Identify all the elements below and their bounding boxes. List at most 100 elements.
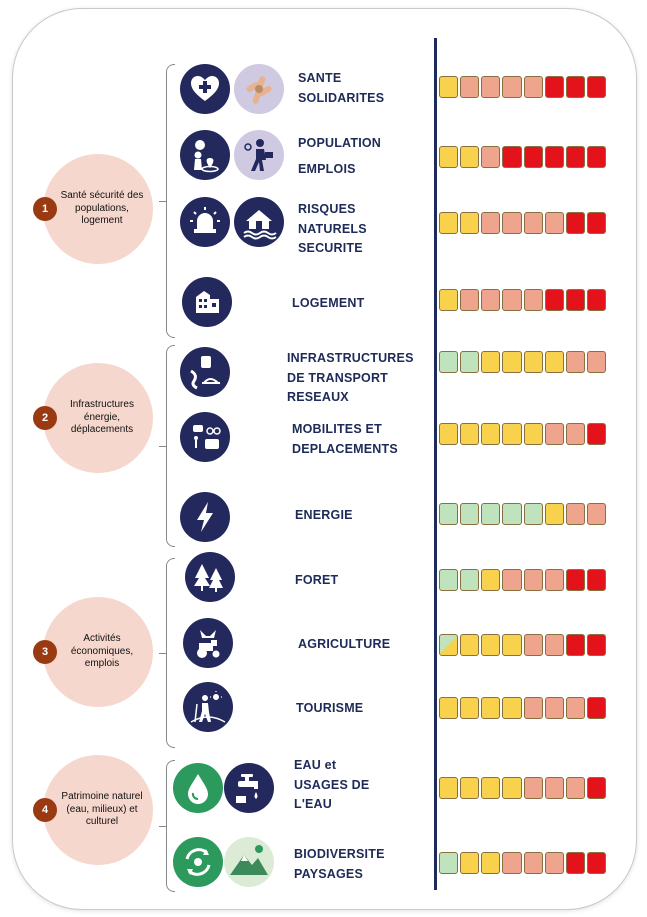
row-label-biodiversite: BIODIVERSITE PAYSAGES (294, 847, 385, 881)
group-bracket-1 (159, 64, 175, 338)
risk-cell-red (586, 289, 606, 311)
risk-cell-yellow (439, 76, 459, 98)
risk-cell-yellow (439, 697, 459, 719)
risk-cell-green (439, 503, 459, 525)
solidarity-hands-icon (234, 64, 284, 114)
risk-cell-yellow (460, 212, 480, 234)
risk-cell-green (523, 503, 543, 525)
transport-infrastructure-icon (180, 347, 230, 397)
forest-trees-icon (185, 552, 235, 602)
risk-bar (439, 76, 606, 98)
risk-cell-red (544, 76, 564, 98)
row-label-foret: FORET (295, 573, 339, 587)
risk-cell-red (565, 634, 585, 656)
risk-cell-salmon (481, 289, 501, 311)
risk-cell-red (544, 146, 564, 168)
risk-cell-green-yellow (439, 634, 459, 656)
risk-cell-salmon (523, 777, 543, 799)
risk-cell-yellow (502, 634, 522, 656)
risk-cell-salmon (565, 777, 585, 799)
tourism-hiker-icon (183, 682, 233, 732)
agriculture-tractor-icon (183, 618, 233, 668)
risk-cell-yellow (544, 351, 564, 373)
risk-bar (439, 503, 606, 525)
risk-cell-salmon (544, 777, 564, 799)
risk-cell-yellow (523, 423, 543, 445)
risk-cell-salmon (586, 351, 606, 373)
risk-cell-red (544, 289, 564, 311)
risk-cell-green (460, 351, 480, 373)
risk-cell-red (586, 777, 606, 799)
risk-cell-yellow (439, 212, 459, 234)
risk-bar (439, 289, 606, 311)
row-label-sante: SANTE SOLIDARITES (298, 71, 385, 105)
risk-cell-salmon (481, 76, 501, 98)
risk-cell-salmon (523, 569, 543, 591)
risk-cell-salmon (502, 852, 522, 874)
risk-cell-red (565, 852, 585, 874)
risk-cell-salmon (481, 146, 501, 168)
risk-bar (439, 146, 606, 168)
risk-cell-red (565, 569, 585, 591)
group-bracket-2 (159, 345, 175, 547)
risk-cell-salmon (502, 289, 522, 311)
risk-cell-yellow (481, 777, 501, 799)
risk-cell-salmon (502, 212, 522, 234)
group-number-badge: 2 (33, 406, 57, 430)
alarm-siren-icon (180, 197, 230, 247)
risk-cell-salmon (460, 76, 480, 98)
row-label-energie: ENERGIE (295, 508, 353, 522)
group-bracket-4 (159, 760, 175, 892)
risk-cell-salmon (523, 634, 543, 656)
risk-cell-salmon (502, 76, 522, 98)
group-circle-4: 4 Patrimoine naturel (eau, milieux) et c… (33, 755, 153, 865)
risk-cell-red (586, 423, 606, 445)
axis-divider (434, 38, 437, 890)
group-number-badge: 3 (33, 640, 57, 664)
risk-cell-yellow (460, 697, 480, 719)
employment-worker-icon (234, 130, 284, 180)
group-number-badge: 1 (33, 197, 57, 221)
group-number-badge: 4 (33, 798, 57, 822)
risk-cell-salmon (565, 697, 585, 719)
risk-cell-salmon (565, 423, 585, 445)
risk-cell-green (439, 852, 459, 874)
risk-cell-red (586, 212, 606, 234)
row-label-eau: EAU et USAGES DE L'EAU (294, 758, 370, 811)
row-label-infrastructures: INFRASTRUCTURES DE TRANSPORT RESEAUX (287, 351, 414, 404)
risk-cell-yellow (460, 852, 480, 874)
risk-cell-yellow (481, 634, 501, 656)
group-circle-1: 1 Santé sécurité des populations, logeme… (33, 154, 153, 264)
risk-cell-green (439, 569, 459, 591)
group-bracket-3 (159, 558, 175, 748)
group-label: Patrimoine naturel (eau, milieux) et cul… (61, 791, 143, 828)
risk-cell-yellow (502, 423, 522, 445)
housing-buildings-icon (182, 277, 232, 327)
risk-cell-salmon (544, 634, 564, 656)
risk-cell-salmon (460, 289, 480, 311)
risk-cell-yellow (439, 289, 459, 311)
risk-cell-yellow (460, 634, 480, 656)
risk-cell-salmon (523, 852, 543, 874)
risk-cell-red (565, 289, 585, 311)
group-label: Infrastructures énergie, déplacements (70, 399, 134, 436)
risk-cell-salmon (523, 697, 543, 719)
population-location-icon (180, 130, 230, 180)
risk-cell-yellow (460, 777, 480, 799)
risk-cell-red (586, 146, 606, 168)
row-label-mobilites: MOBILITES ET DEPLACEMENTS (292, 422, 398, 456)
risk-cell-yellow (460, 423, 480, 445)
risk-cell-salmon (544, 212, 564, 234)
risk-cell-salmon (544, 852, 564, 874)
risk-cell-yellow (481, 697, 501, 719)
risk-cell-salmon (523, 289, 543, 311)
risk-cell-yellow (460, 146, 480, 168)
row-label-logement: LOGEMENT (292, 296, 365, 310)
risk-cell-green (502, 503, 522, 525)
risk-cell-red (565, 76, 585, 98)
risk-cell-salmon (544, 697, 564, 719)
mobility-transport-icon (180, 412, 230, 462)
risk-cell-red (586, 634, 606, 656)
risk-cell-salmon (565, 351, 585, 373)
risk-cell-salmon (523, 76, 543, 98)
